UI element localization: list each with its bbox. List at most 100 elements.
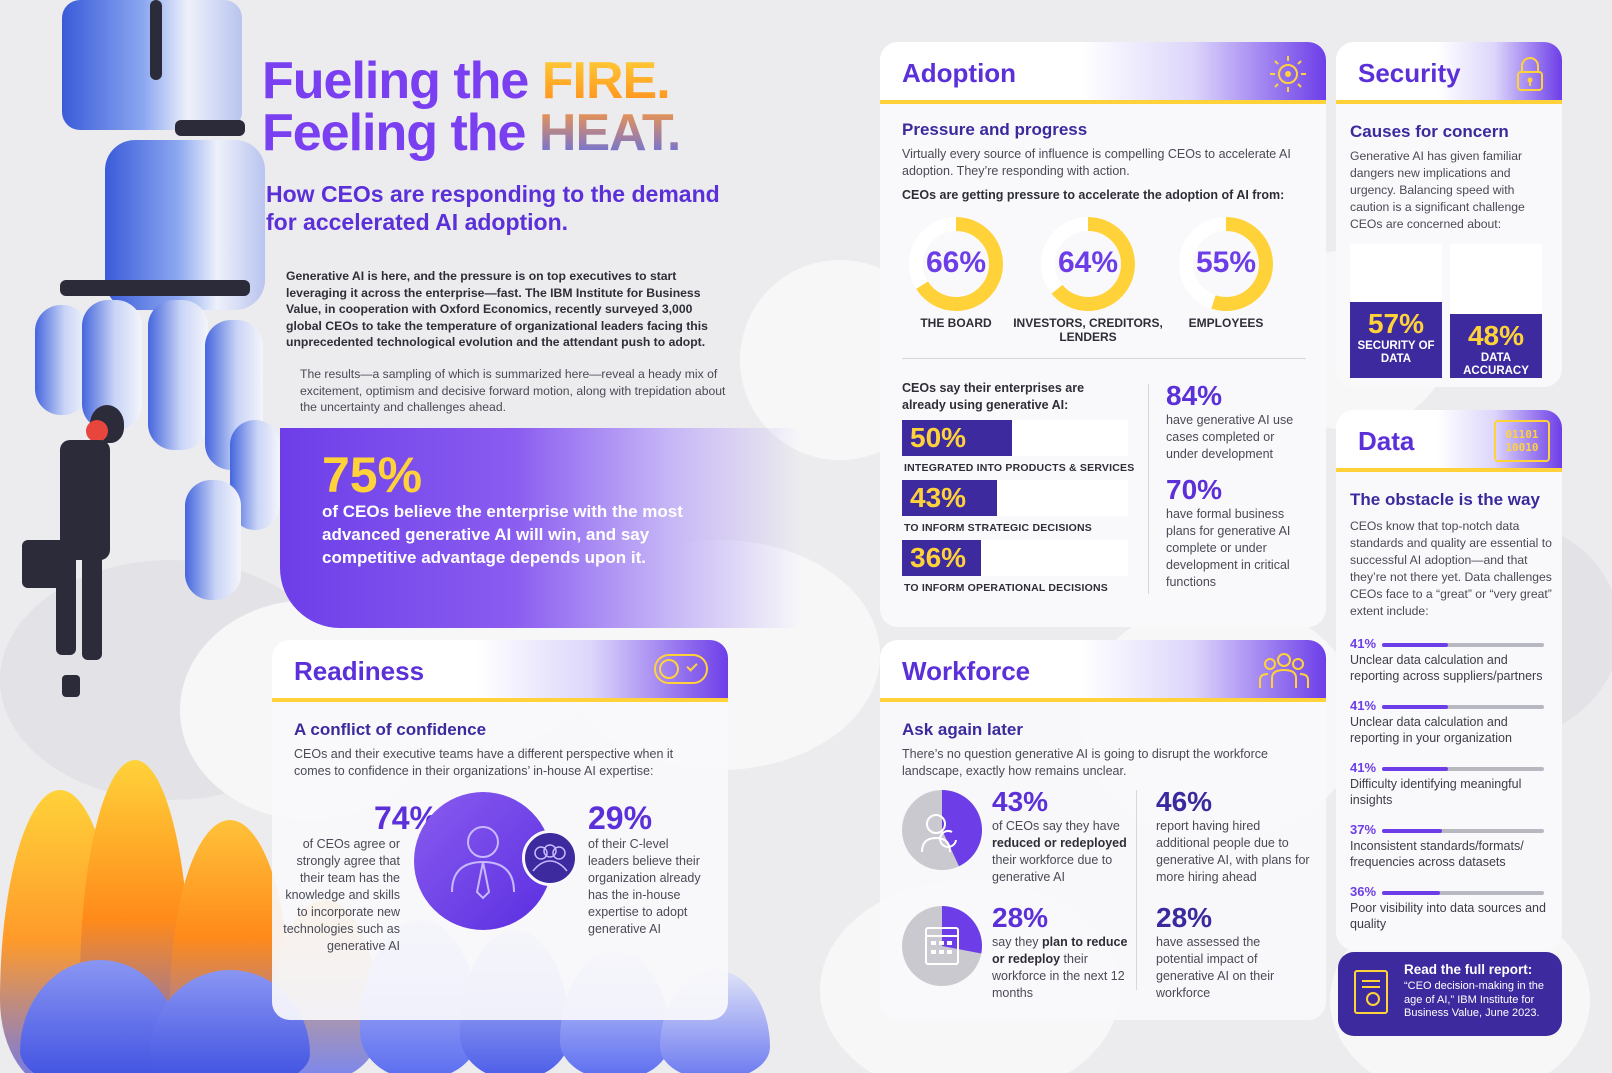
data-item-text: Unclear data calculation and reporting a… xyxy=(1350,653,1543,683)
exec-confidence-text: of their C-level leaders believe their o… xyxy=(588,837,701,936)
readiness-description: CEOs and their executive teams have a di… xyxy=(294,747,674,778)
results-paragraph: The results—a sampling of which is summa… xyxy=(300,367,726,414)
workforce-title: Workforce xyxy=(902,656,1031,686)
hero-stat-panel xyxy=(280,428,800,628)
headline-prefix-2: Feeling the xyxy=(262,104,539,162)
plan-stat-text: say they plan to reduce or redeploy thei… xyxy=(992,934,1132,1002)
read-report-citation: “CEO decision-making in the age of AI,” … xyxy=(1404,980,1545,1019)
padlock-icon xyxy=(1508,54,1552,94)
workforce-header: Workforce xyxy=(880,640,1326,702)
data-item-fill xyxy=(1382,891,1441,895)
donut-board-label: THE BOARD xyxy=(920,316,992,330)
plan-stat-pre: say they xyxy=(992,935,1043,949)
data-item-text: Unclear data calculation and reporting i… xyxy=(1350,715,1512,745)
read-report-panel[interactable]: Read the full report: “CEO decision-maki… xyxy=(1338,952,1562,1036)
workforce-description: There’s no question generative AI is goi… xyxy=(902,747,1268,778)
data-item: 36% Poor visibility into data sources an… xyxy=(1350,884,1550,932)
intro-paragraph: Generative AI is here, and the pressure … xyxy=(286,269,708,349)
usecases-stat-value: 84% xyxy=(1166,380,1223,411)
bar-value-operational: 36% xyxy=(910,542,967,573)
headline-highlight-heat: HEAT. xyxy=(538,104,681,162)
bar-value-products: 50% xyxy=(910,422,967,453)
hero-stat-text: of CEOs believe the enterprise with the … xyxy=(322,502,683,567)
reduced-stat-post: their workforce due to generative AI xyxy=(992,853,1113,884)
data-item-text: Inconsistent standards/formats/ frequenc… xyxy=(1350,839,1524,869)
subtitle-line-2: for accelerated AI adoption. xyxy=(266,209,569,235)
plan-stat-value: 28% xyxy=(992,902,1049,933)
bar-label-strategic: TO INFORM STRATEGIC DECISIONS xyxy=(904,522,1093,534)
data-item: 41% Difficulty identifying meaningful in… xyxy=(1350,760,1550,808)
donut-employees-value: 55% xyxy=(1195,246,1257,279)
team-group-small-icon xyxy=(522,830,578,886)
pressure-label: CEOs are getting pressure to accelerate … xyxy=(902,188,1285,202)
data-item-value: 41% xyxy=(1350,636,1377,651)
data-item-value: 41% xyxy=(1350,698,1377,713)
reduced-stat-pre: of CEOs say they have xyxy=(992,819,1120,833)
adoption-section-title: Pressure and progress xyxy=(902,120,1088,139)
security-data-value: 57% xyxy=(1367,308,1425,339)
readiness-section-title: A conflict of confidence xyxy=(294,720,487,739)
workforce-pie-28 xyxy=(902,906,982,986)
document-search-icon xyxy=(1354,970,1388,1014)
adoption-title: Adoption xyxy=(902,58,1017,88)
binary-line-2: 10010 xyxy=(1505,441,1539,454)
pie-slice-plan xyxy=(942,906,982,954)
team-group-icon xyxy=(1258,648,1310,694)
security-card: Security Causes for concern Generative A… xyxy=(1336,42,1562,387)
hired-stat-value: 46% xyxy=(1156,786,1213,817)
reduced-stat-bold: reduced or redeployed xyxy=(992,836,1127,850)
data-item-track xyxy=(1382,767,1544,771)
data-item-value: 36% xyxy=(1350,884,1377,899)
workforce-section-title: Ask again later xyxy=(902,720,1023,739)
data-accuracy-label: DATA ACCURACY xyxy=(1463,352,1529,377)
reduced-stat-value: 43% xyxy=(992,786,1049,817)
hired-stat-text: report having hired additional people du… xyxy=(1156,819,1310,884)
divider xyxy=(902,358,1306,359)
data-item-fill xyxy=(1382,643,1449,647)
exec-confidence-value: 29% xyxy=(588,800,653,836)
assessed-stat-value: 28% xyxy=(1156,902,1213,933)
bar-fill-products xyxy=(902,420,1012,456)
data-item-fill xyxy=(1382,829,1442,833)
data-item-value: 41% xyxy=(1350,760,1377,775)
toggle-check-icon xyxy=(654,654,708,684)
donut-investors: 64% xyxy=(1040,216,1136,312)
data-item-track xyxy=(1382,829,1544,833)
donut-investors-label: INVESTORS, CREDITORS, LENDERS xyxy=(1013,316,1163,344)
subtitle-line-1: How CEOs are responding to the demand xyxy=(266,181,720,207)
divider-vertical xyxy=(1136,790,1137,990)
data-item-fill xyxy=(1382,705,1449,709)
security-data-box: 57% SECURITY OF DATA xyxy=(1350,302,1442,378)
bar-label-operational: TO INFORM OPERATIONAL DECISIONS xyxy=(904,582,1108,594)
security-section-title: Causes for concern xyxy=(1350,122,1509,141)
data-item-track xyxy=(1382,891,1544,895)
donut-ring-investors xyxy=(1041,217,1135,311)
security-title: Security xyxy=(1358,58,1461,88)
donut-board-value: 66% xyxy=(925,246,987,279)
workforce-pie-43 xyxy=(902,790,982,870)
data-item-value: 37% xyxy=(1350,822,1377,837)
donut-ring-employees xyxy=(1179,217,1273,311)
donut-employees: 55% xyxy=(1178,216,1274,312)
readiness-card: Readiness A conflict of confidence CEOs … xyxy=(272,640,728,1020)
adoption-card: Adoption Pressure and progress Virtually… xyxy=(880,42,1326,627)
pie-slice-reduced xyxy=(942,790,982,867)
read-report-title: Read the full report: xyxy=(1404,962,1533,977)
workforce-card: Workforce Ask again later There’s no que… xyxy=(880,640,1326,1020)
binary-screen-icon: 01101 10010 xyxy=(1494,420,1550,462)
reduced-stat-text: of CEOs say they have reduced or redeplo… xyxy=(992,818,1142,886)
data-description: CEOs know that top-notch data standards … xyxy=(1350,519,1552,618)
bar-label-products: INTEGRATED INTO PRODUCTS & SERVICES xyxy=(904,462,1135,474)
headline-line-1: Fueling the FIRE. xyxy=(262,52,671,110)
data-item-track xyxy=(1382,643,1544,647)
divider-vertical xyxy=(1148,384,1149,594)
headline-line-2: Feeling the HEAT. xyxy=(262,104,681,162)
readiness-title: Readiness xyxy=(294,656,425,686)
donut-investors-value: 64% xyxy=(1057,246,1119,279)
headline-prefix-1: Fueling the xyxy=(262,52,542,110)
data-section-title: The obstacle is the way xyxy=(1350,490,1540,509)
hero-stat-value: 75% xyxy=(322,447,423,503)
donut-employees-label: EMPLOYEES xyxy=(1188,316,1264,330)
plan-stat-post: their workforce in the next 12 months xyxy=(992,952,1125,1000)
donut-ring-board xyxy=(909,217,1003,311)
